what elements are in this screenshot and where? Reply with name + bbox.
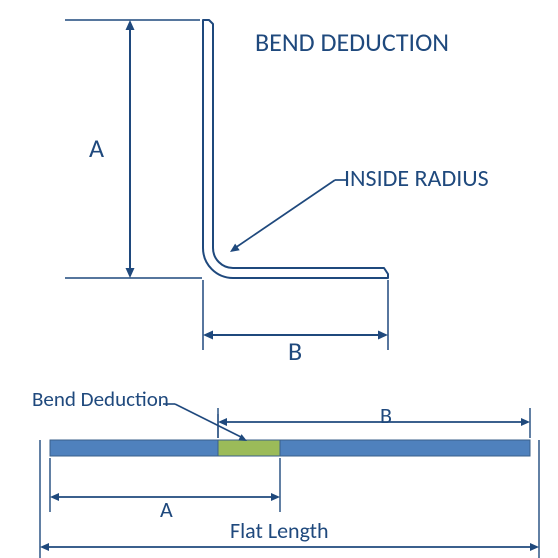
title-label: BEND DEDUCTION	[255, 28, 449, 57]
dim-a-top-label: A	[89, 134, 104, 163]
diagram-canvas	[0, 0, 558, 558]
dim-a-bottom-label: A	[160, 498, 173, 522]
dim-b-bottom-label: B	[380, 404, 392, 428]
bend-deduction-label: Bend Deduction	[32, 388, 169, 411]
inside-radius-label: INSIDE RADIUS	[344, 166, 489, 192]
flat-length-label: Flat Length	[230, 519, 329, 543]
dim-b-top-label: B	[288, 337, 302, 366]
